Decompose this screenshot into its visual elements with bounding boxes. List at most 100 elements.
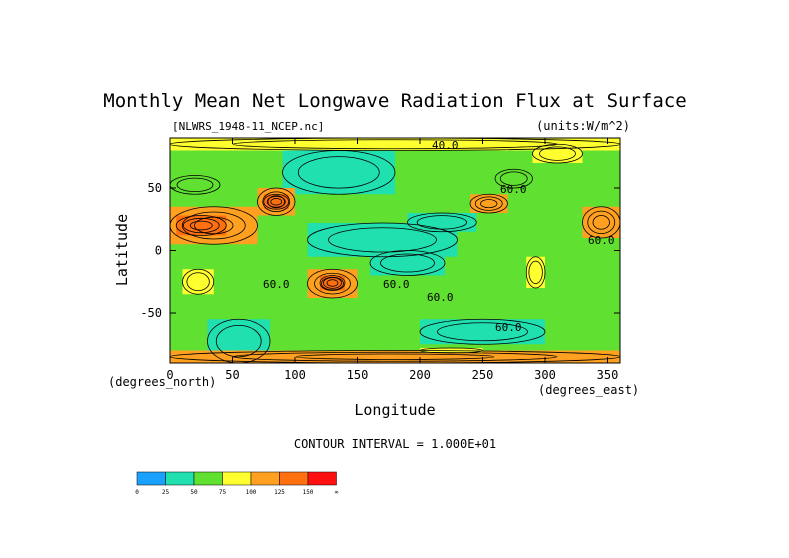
contour-label: 60.0 xyxy=(427,291,454,304)
units-label: (units:W/m^2) xyxy=(536,119,630,133)
contour-line xyxy=(323,277,342,289)
chart-title: Monthly Mean Net Longwave Radiation Flux… xyxy=(103,90,686,112)
contour-line xyxy=(525,256,546,289)
contour-label: 60.0 xyxy=(500,183,527,196)
contour-line xyxy=(539,146,576,161)
contour-line xyxy=(170,206,258,245)
contour-line xyxy=(480,199,498,209)
contour-line xyxy=(182,217,220,234)
contour-line xyxy=(170,175,221,195)
colorbar-swatch xyxy=(136,471,166,486)
contour-line xyxy=(582,206,620,239)
x-axis-ticks: 0 50 100 150 200 250 300 350 xyxy=(166,138,618,382)
colorbar-tick-label: 25 xyxy=(162,489,170,496)
x-tick-label: 350 xyxy=(597,368,619,382)
contour-line xyxy=(592,215,610,230)
contour-line xyxy=(266,195,286,208)
x-tick-label: 150 xyxy=(347,368,369,382)
x-tick-label: 300 xyxy=(534,368,556,382)
contour-line xyxy=(307,222,458,258)
contour-line xyxy=(407,212,477,233)
y-tick-label: 50 xyxy=(148,181,162,195)
heatmap-cell xyxy=(582,206,620,238)
y-tick-label: -50 xyxy=(140,306,162,320)
contour-line xyxy=(419,347,483,354)
colorbar-swatch xyxy=(193,471,223,486)
contour-line xyxy=(207,318,271,363)
contour-line xyxy=(314,272,351,295)
colorbar-swatch xyxy=(250,471,280,486)
contour-line xyxy=(181,211,246,240)
heatmap-cell xyxy=(370,250,445,276)
contour-line xyxy=(194,216,234,235)
contour-line xyxy=(474,196,503,211)
contour-interval-text: CONTOUR INTERVAL = 1.000E+01 xyxy=(294,437,496,451)
contour-line xyxy=(307,268,358,299)
heatmap-cell xyxy=(182,269,214,295)
y-tick-label: 0 xyxy=(155,244,162,258)
contour-label: 60.0 xyxy=(383,278,410,291)
heatmap-cell xyxy=(420,319,545,345)
contour-label: 60.0 xyxy=(588,234,615,247)
x-tick-label: 100 xyxy=(284,368,306,382)
contour-line xyxy=(182,268,215,295)
heatmap-cell xyxy=(282,150,395,195)
colorbar-tick-label: 150 xyxy=(303,489,314,496)
heatmap-plot-area xyxy=(170,138,620,363)
colorbar-swatch xyxy=(279,471,309,486)
contour-labels: 40.0 60.0 60.0 60.0 60.0 60.0 60.0 xyxy=(263,139,615,334)
contour-line xyxy=(499,171,528,186)
contour-label: 60.0 xyxy=(495,321,522,334)
x-tick-label: 200 xyxy=(409,368,431,382)
contour-line xyxy=(528,260,543,285)
contour-line xyxy=(263,193,290,210)
colorbar-tick-label: 75 xyxy=(219,489,227,496)
contour-line xyxy=(437,322,528,342)
contour-line xyxy=(170,138,620,151)
contour-line xyxy=(295,353,495,360)
contour-line xyxy=(469,193,508,214)
colorbar-tick-label: 50 xyxy=(190,489,198,496)
colorbar-tick-label: 100 xyxy=(246,489,257,496)
colorbar-tick-label: 0 xyxy=(135,489,139,496)
colorbar: 0 25 50 75 100 125 150 ∞ xyxy=(135,471,339,496)
contour-line xyxy=(328,227,437,253)
contour-line xyxy=(319,275,346,291)
contour-line xyxy=(494,168,533,189)
colorbar-tick-label: ∞ xyxy=(335,489,339,496)
contour-label: 40.0 xyxy=(432,139,459,152)
contour-lines xyxy=(170,138,620,363)
contour-line xyxy=(380,253,435,273)
contour-line xyxy=(262,191,291,213)
x-tick-label: 50 xyxy=(225,368,239,382)
contour-line xyxy=(176,177,214,193)
y-axis-ticks: 50 0 -50 xyxy=(140,181,620,320)
contour-line xyxy=(369,250,446,276)
colorbar-swatch xyxy=(307,471,337,486)
colorbar-tick-label: 125 xyxy=(274,489,285,496)
contour-label: 60.0 xyxy=(263,278,290,291)
contour-line xyxy=(326,279,339,287)
colorbar-swatch xyxy=(165,471,195,486)
colorbar-swatch xyxy=(222,471,252,486)
contour-line xyxy=(419,318,546,345)
contour-line xyxy=(232,351,558,362)
contour-line xyxy=(270,198,283,206)
contour-line xyxy=(175,215,227,236)
contour-line xyxy=(189,220,213,231)
x-tick-label: 250 xyxy=(472,368,494,382)
contour-line xyxy=(170,350,620,363)
file-name-label: [NLWRS_1948-11_NCEP.nc] xyxy=(172,120,324,133)
contour-line xyxy=(416,215,468,230)
contour-line xyxy=(587,210,616,235)
contour-line xyxy=(215,324,262,358)
x-axis-label: Longitude xyxy=(354,401,435,419)
x-unit-label: (degrees_east) xyxy=(538,383,639,397)
contour-line xyxy=(257,187,296,216)
contour-line xyxy=(186,272,210,292)
contour-line xyxy=(297,156,380,189)
contour-line xyxy=(267,195,285,209)
y-axis-label: Latitude xyxy=(113,214,131,286)
y-unit-label: (degrees_north) xyxy=(108,375,216,389)
